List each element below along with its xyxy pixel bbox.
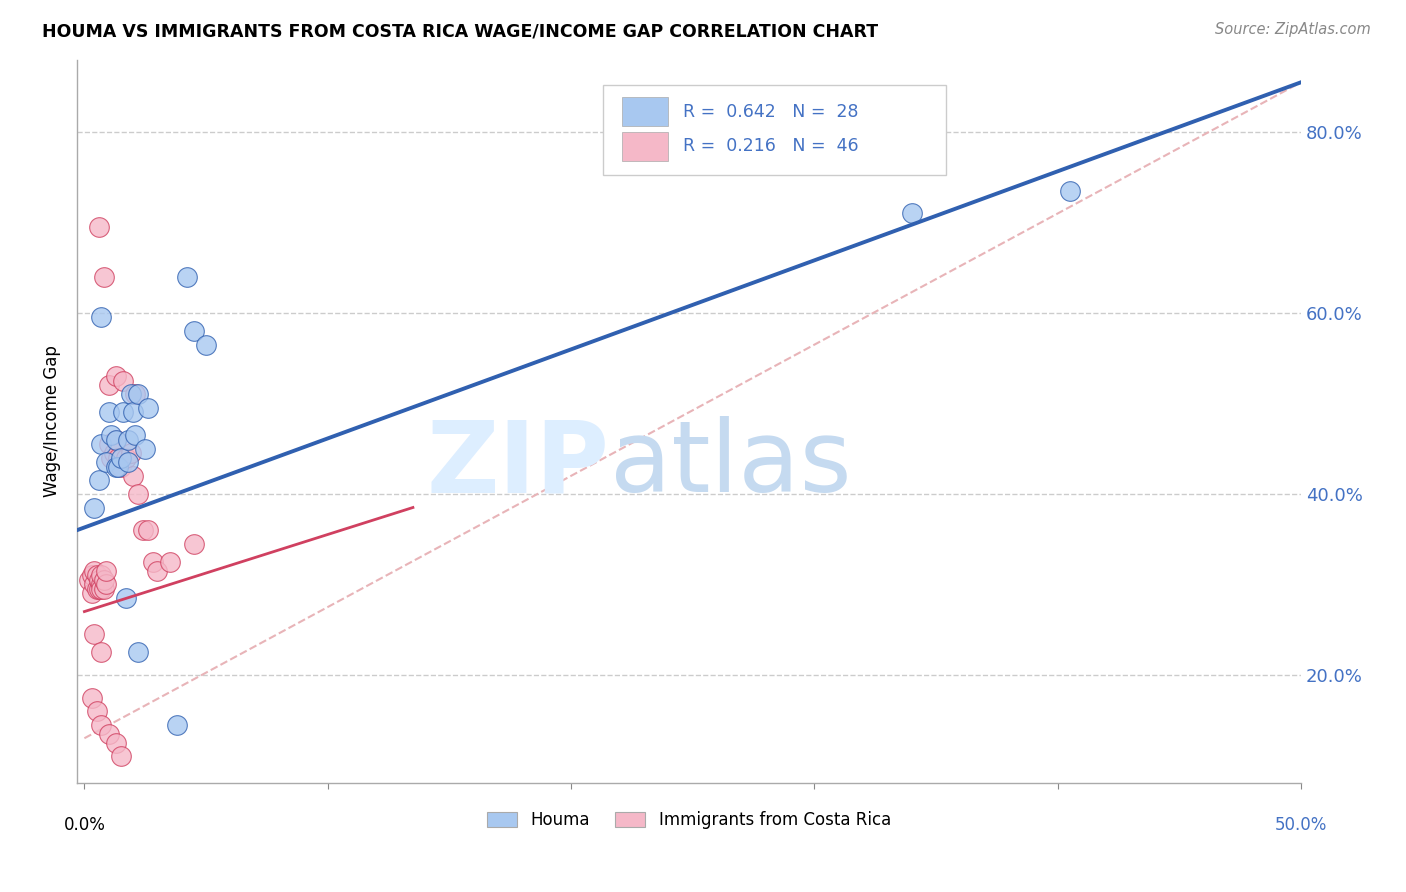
Point — [93, 269, 115, 284]
Point — [105, 433, 128, 447]
Point — [97, 405, 120, 419]
Point — [90, 310, 112, 325]
Y-axis label: Wage/Income Gap: Wage/Income Gap — [44, 345, 60, 498]
Point — [90, 717, 112, 731]
FancyBboxPatch shape — [603, 85, 946, 176]
Point — [146, 564, 169, 578]
Point — [127, 387, 149, 401]
Point — [83, 627, 105, 641]
Point — [132, 523, 155, 537]
Point — [120, 387, 142, 401]
Point — [80, 568, 103, 582]
Point — [112, 405, 135, 419]
Text: ZIP: ZIP — [426, 417, 610, 514]
Point — [90, 437, 112, 451]
FancyBboxPatch shape — [621, 132, 668, 161]
Point — [124, 387, 146, 401]
Point — [110, 459, 132, 474]
Text: HOUMA VS IMMIGRANTS FROM COSTA RICA WAGE/INCOME GAP CORRELATION CHART: HOUMA VS IMMIGRANTS FROM COSTA RICA WAGE… — [42, 22, 879, 40]
Point — [87, 582, 110, 596]
Point — [107, 459, 129, 474]
Point — [90, 582, 112, 596]
Point — [87, 474, 110, 488]
Point — [900, 206, 922, 220]
Point — [136, 523, 159, 537]
FancyBboxPatch shape — [621, 97, 668, 126]
Point — [93, 573, 115, 587]
Point — [124, 428, 146, 442]
Point — [93, 582, 115, 596]
Point — [117, 455, 139, 469]
Point — [83, 577, 105, 591]
Text: 0.0%: 0.0% — [63, 816, 105, 834]
Point — [183, 324, 205, 338]
Point — [96, 564, 118, 578]
Point — [77, 573, 100, 587]
Point — [97, 378, 120, 392]
Point — [120, 446, 142, 460]
Point — [183, 537, 205, 551]
Point — [80, 586, 103, 600]
Point — [97, 727, 120, 741]
Point — [105, 433, 128, 447]
Point — [80, 690, 103, 705]
Point — [117, 433, 139, 447]
Point — [86, 582, 108, 596]
Point — [136, 401, 159, 415]
Point — [100, 450, 122, 465]
Point — [87, 219, 110, 234]
Point — [159, 555, 181, 569]
Point — [103, 446, 125, 460]
Legend: Houma, Immigrants from Costa Rica: Houma, Immigrants from Costa Rica — [488, 812, 891, 830]
Point — [122, 468, 145, 483]
Point — [105, 736, 128, 750]
Point — [127, 645, 149, 659]
Point — [86, 704, 108, 718]
Text: 50.0%: 50.0% — [1275, 816, 1327, 834]
Point — [114, 450, 136, 465]
Point — [195, 337, 218, 351]
Point — [86, 568, 108, 582]
Point — [105, 369, 128, 384]
Point — [114, 591, 136, 605]
Point — [112, 374, 135, 388]
Point — [141, 555, 163, 569]
Point — [96, 455, 118, 469]
Point — [127, 487, 149, 501]
Text: R =  0.642   N =  28: R = 0.642 N = 28 — [683, 103, 859, 120]
Point — [83, 500, 105, 515]
Point — [166, 717, 188, 731]
Point — [110, 749, 132, 764]
Point — [90, 568, 112, 582]
Point — [176, 269, 198, 284]
Point — [105, 459, 128, 474]
Point — [83, 564, 105, 578]
Text: atlas: atlas — [610, 417, 851, 514]
Text: Source: ZipAtlas.com: Source: ZipAtlas.com — [1215, 22, 1371, 37]
Point — [100, 428, 122, 442]
Point — [90, 645, 112, 659]
Point — [107, 450, 129, 465]
Point — [122, 405, 145, 419]
Point — [110, 450, 132, 465]
Point — [96, 577, 118, 591]
Text: R =  0.216   N =  46: R = 0.216 N = 46 — [683, 137, 859, 155]
Point — [90, 577, 112, 591]
Point — [134, 442, 156, 456]
Point — [87, 573, 110, 587]
Point — [97, 437, 120, 451]
Point — [1059, 184, 1081, 198]
